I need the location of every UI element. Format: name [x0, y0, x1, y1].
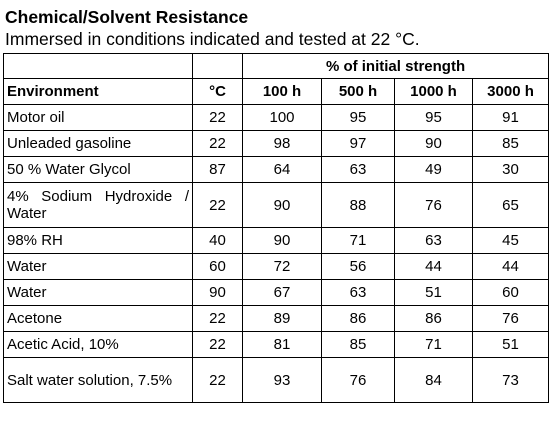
- value-cell-500h: 95: [321, 104, 395, 131]
- column-header-500h: 500 h: [321, 78, 395, 105]
- value-cell-100h: 81: [242, 331, 322, 358]
- group-header-initial-strength: % of initial strength: [241, 53, 550, 79]
- environment-cell: 4% Sodium Hydroxide / Water: [3, 182, 193, 228]
- table-row: Salt water solution, 7.5% 22 93 76 84 73: [3, 357, 550, 403]
- value-cell-3000h: 60: [471, 279, 550, 306]
- column-header-100h: 100 h: [242, 78, 322, 105]
- environment-cell: Motor oil: [3, 104, 193, 131]
- value-cell-1000h: 86: [394, 305, 473, 332]
- value-cell-3000h: 44: [471, 253, 550, 280]
- value-cell-3000h: 30: [471, 156, 550, 183]
- temperature-cell: 22: [192, 104, 243, 131]
- environment-cell: Unleaded gasoline: [3, 130, 193, 157]
- environment-cell: Acetic Acid, 10%: [3, 331, 193, 358]
- table-row: 4% Sodium Hydroxide / Water 22 90 88 76 …: [3, 182, 550, 228]
- temperature-cell: 22: [192, 182, 243, 228]
- column-header-environment: Environment: [3, 78, 193, 105]
- value-cell-3000h: 76: [471, 305, 550, 332]
- value-cell-100h: 64: [242, 156, 322, 183]
- value-cell-100h: 67: [242, 279, 322, 306]
- value-cell-500h: 86: [321, 305, 395, 332]
- column-header-3000h: 3000 h: [471, 78, 550, 105]
- value-cell-500h: 88: [321, 182, 395, 228]
- environment-cell: 50 % Water Glycol: [3, 156, 193, 183]
- value-cell-100h: 89: [242, 305, 322, 332]
- table-row: Motor oil 22 100 95 95 91: [3, 104, 550, 131]
- group-header-row: % of initial strength: [3, 53, 550, 79]
- value-cell-100h: 93: [242, 357, 322, 403]
- table-row: Unleaded gasoline 22 98 97 90 85: [3, 130, 550, 157]
- temperature-cell: 22: [192, 305, 243, 332]
- environment-cell: Water: [3, 253, 193, 280]
- value-cell-3000h: 51: [471, 331, 550, 358]
- table-row: Water 60 72 56 44 44: [3, 253, 550, 280]
- column-header-row: Environment °C 100 h 500 h 1000 h 3000 h: [3, 78, 550, 105]
- value-cell-100h: 72: [242, 253, 322, 280]
- environment-cell: Salt water solution, 7.5%: [3, 357, 193, 403]
- value-cell-100h: 98: [242, 130, 322, 157]
- resistance-table: % of initial strength Environment °C 100…: [3, 53, 550, 403]
- table-row: Acetone 22 89 86 86 76: [3, 305, 550, 332]
- column-header-1000h: 1000 h: [394, 78, 473, 105]
- temperature-cell: 22: [192, 331, 243, 358]
- value-cell-1000h: 76: [394, 182, 473, 228]
- environment-cell: Water: [3, 279, 193, 306]
- value-cell-500h: 63: [321, 279, 395, 306]
- value-cell-1000h: 51: [394, 279, 473, 306]
- table-row: 98% RH 40 90 71 63 45: [3, 227, 550, 254]
- value-cell-1000h: 71: [394, 331, 473, 358]
- value-cell-3000h: 91: [471, 104, 550, 131]
- temperature-cell: 90: [192, 279, 243, 306]
- header-empty-cell: [3, 53, 193, 79]
- table-row: Water 90 67 63 51 60: [3, 279, 550, 306]
- temperature-cell: 22: [192, 130, 243, 157]
- value-cell-1000h: 90: [394, 130, 473, 157]
- table-row: Acetic Acid, 10% 22 81 85 71 51: [3, 331, 550, 358]
- value-cell-1000h: 44: [394, 253, 473, 280]
- value-cell-1000h: 63: [394, 227, 473, 254]
- temperature-cell: 22: [192, 357, 243, 403]
- header-empty-cell: [192, 53, 243, 79]
- page-subtitle: Immersed in conditions indicated and tes…: [5, 29, 420, 49]
- value-cell-500h: 76: [321, 357, 395, 403]
- value-cell-500h: 85: [321, 331, 395, 358]
- value-cell-500h: 56: [321, 253, 395, 280]
- value-cell-500h: 97: [321, 130, 395, 157]
- value-cell-100h: 90: [242, 227, 322, 254]
- value-cell-1000h: 49: [394, 156, 473, 183]
- value-cell-500h: 63: [321, 156, 395, 183]
- page-title: Chemical/Solvent Resistance: [5, 7, 249, 27]
- value-cell-3000h: 85: [471, 130, 550, 157]
- value-cell-1000h: 95: [394, 104, 473, 131]
- environment-cell: 98% RH: [3, 227, 193, 254]
- temperature-cell: 40: [192, 227, 243, 254]
- value-cell-3000h: 73: [471, 357, 550, 403]
- value-cell-500h: 71: [321, 227, 395, 254]
- value-cell-100h: 90: [242, 182, 322, 228]
- temperature-cell: 87: [192, 156, 243, 183]
- value-cell-3000h: 45: [471, 227, 550, 254]
- temperature-cell: 60: [192, 253, 243, 280]
- table-row: 50 % Water Glycol 87 64 63 49 30: [3, 156, 550, 183]
- environment-cell: Acetone: [3, 305, 193, 332]
- value-cell-100h: 100: [242, 104, 322, 131]
- value-cell-3000h: 65: [471, 182, 550, 228]
- column-header-temperature: °C: [192, 78, 243, 105]
- value-cell-1000h: 84: [394, 357, 473, 403]
